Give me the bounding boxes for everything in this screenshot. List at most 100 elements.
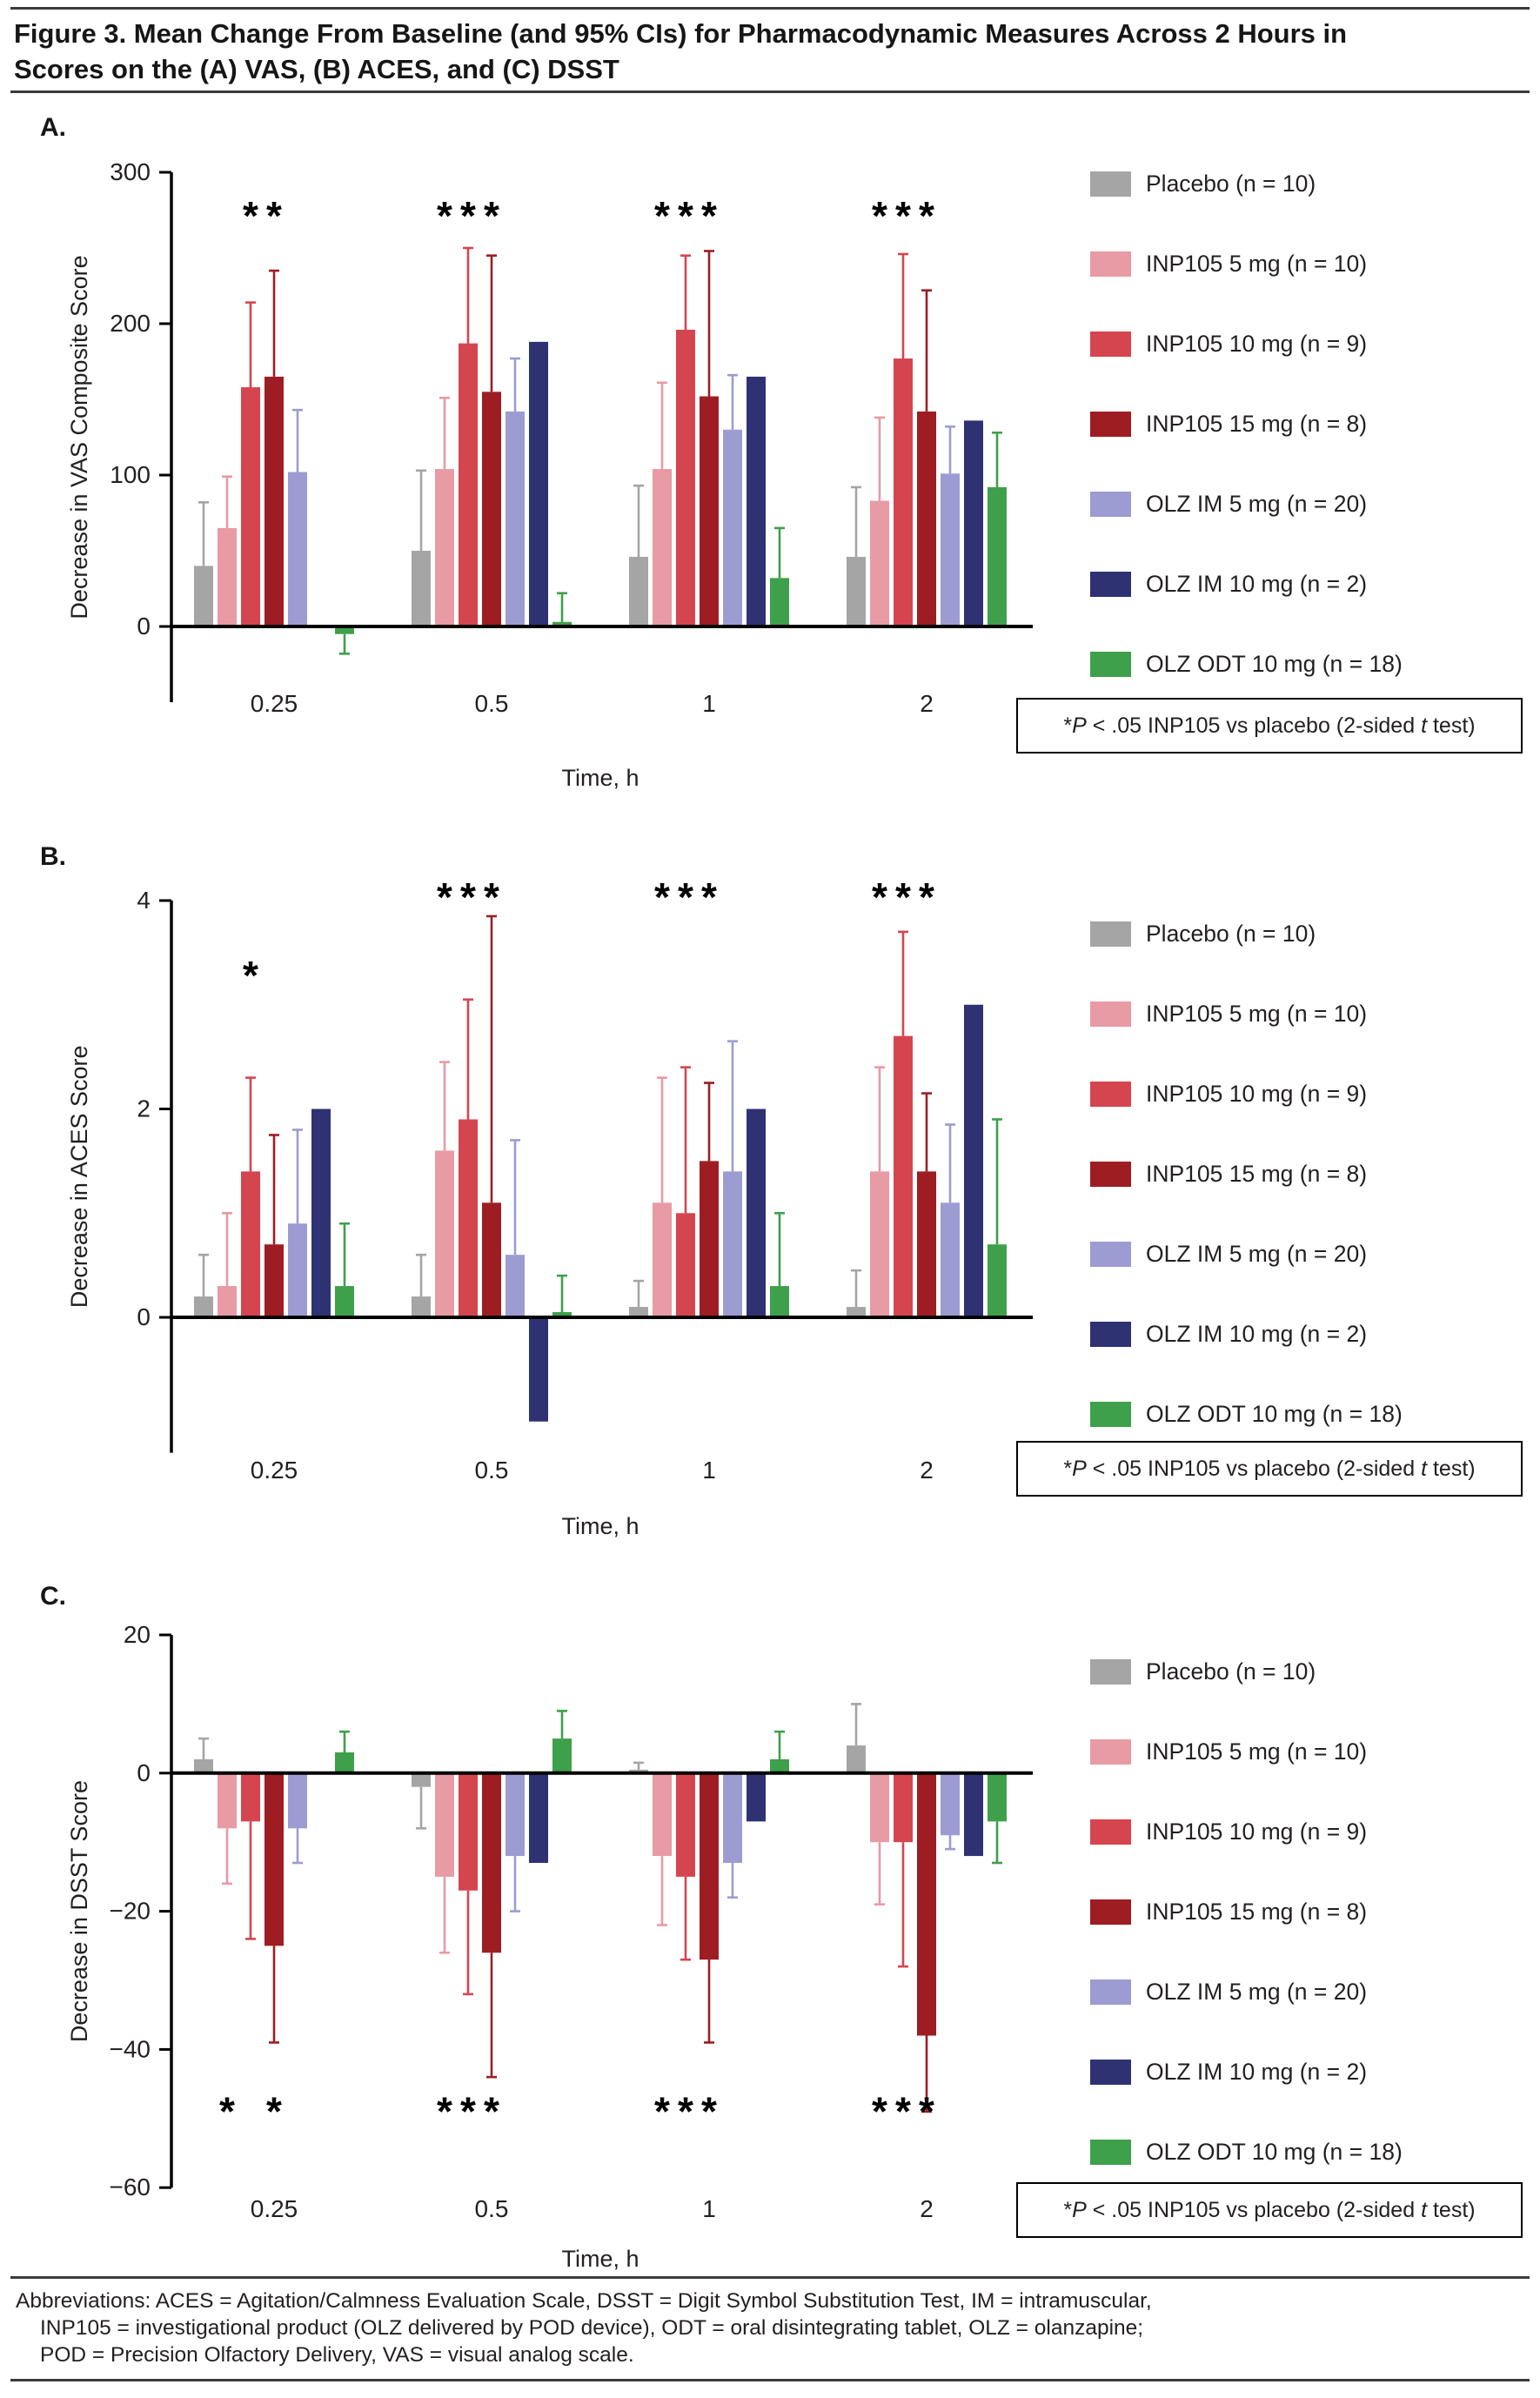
bar: [894, 358, 913, 626]
bar: [482, 392, 501, 626]
bar: [676, 1213, 695, 1317]
legend-swatch: [1090, 1001, 1131, 1027]
bar: [941, 1202, 960, 1317]
legend-swatch: [1090, 411, 1131, 437]
title-bottom-rule: [10, 90, 1530, 93]
bar: [241, 1171, 260, 1317]
y-axis: 20 0 −20 −40 −60: [110, 1621, 173, 2200]
sig-asterisk: *: [460, 193, 476, 238]
bar: [482, 1202, 501, 1317]
legend-item: Placebo (n = 10): [1090, 171, 1525, 197]
x-tick-label: 0.5: [475, 690, 509, 717]
legend-item: OLZ ODT 10 mg (n = 18): [1090, 1401, 1525, 1427]
bar: [482, 1772, 501, 1953]
sig-asterisk: *: [872, 874, 887, 920]
bar: [747, 1772, 766, 1822]
bar: [917, 1772, 936, 2036]
legend-swatch: [1090, 651, 1131, 677]
sig-asterisk: *: [872, 2089, 887, 2134]
error-bars: [198, 914, 1002, 1313]
y-tick-label: 2: [137, 1095, 151, 1122]
legend-item: Placebo (n = 10): [1090, 1658, 1525, 1685]
legend-label: OLZ ODT 10 mg (n = 18): [1146, 2138, 1403, 2165]
sig-asterisk: *: [895, 193, 911, 238]
y-tick-label: 0: [137, 1303, 151, 1330]
bar: [529, 341, 548, 626]
legend-label: OLZ IM 10 mg (n = 2): [1146, 2058, 1368, 2085]
sig-asterisk: *: [919, 874, 934, 920]
sig-asterisk: *: [266, 2089, 282, 2134]
legend-swatch: [1090, 1899, 1131, 1925]
legend-item: INP105 15 mg (n = 8): [1090, 411, 1525, 437]
sig-asterisk: *: [219, 2089, 235, 2134]
y-axis-title: Decrease in ACES Score: [66, 1046, 92, 1309]
legend-item: Placebo (n = 10): [1090, 921, 1525, 947]
legend-label: INP105 5 mg (n = 10): [1146, 1738, 1368, 1765]
significance-asterisks: * * * * * * * * * * *: [219, 2089, 934, 2134]
bar: [676, 329, 695, 626]
footnote-end: test): [1427, 713, 1476, 738]
aces-footnote: * P < .05 INP105 vs placebo (2-sided t te…: [1016, 1441, 1523, 1497]
legend-label: INP105 10 mg (n = 9): [1146, 1080, 1368, 1107]
footnote-mid: < .05 INP105 vs placebo (2-sided: [1086, 2197, 1422, 2222]
sig-asterisk: *: [484, 874, 499, 920]
legend-item: INP105 5 mg (n = 10): [1090, 1738, 1525, 1765]
significance-asterisks: * * * * * * * * * * *: [243, 193, 934, 238]
bar: [770, 1286, 789, 1317]
y-axis: 0 100 200 300: [110, 158, 173, 702]
bar: [194, 566, 213, 626]
legend-swatch: [1090, 1738, 1131, 1765]
bar: [723, 1171, 742, 1317]
y-tick-label: 300: [110, 158, 151, 185]
bar: [459, 343, 478, 626]
sig-asterisk: *: [460, 2089, 476, 2134]
sig-asterisk: *: [872, 193, 887, 238]
bar: [629, 1307, 648, 1317]
bar: [653, 1772, 672, 1857]
figure-title: Figure 3. Mean Change From Baseline (and…: [14, 16, 1526, 87]
significance-asterisks: ** * * * * * * * *: [243, 874, 934, 998]
bars: [194, 1004, 1007, 1422]
bar: [506, 411, 525, 626]
sig-asterisk: *: [678, 193, 693, 238]
bar: [964, 420, 983, 626]
aces-legend: Placebo (n = 10) INP105 5 mg (n = 10) INP1…: [1090, 921, 1525, 1481]
bar: [917, 1171, 936, 1317]
bar: [288, 472, 307, 626]
bar: [218, 1772, 237, 1829]
footnote-mid: < .05 INP105 vs placebo (2-sided: [1086, 713, 1422, 738]
legend-label: OLZ IM 5 mg (n = 20): [1146, 490, 1368, 517]
bar: [747, 376, 766, 626]
legend-item: INP105 15 mg (n = 8): [1090, 1161, 1525, 1187]
x-tick-label: 0.5: [475, 2195, 509, 2222]
sig-asterisk: *: [437, 193, 452, 238]
bar: [847, 556, 866, 626]
y-tick-label: 4: [137, 887, 151, 914]
abbreviations-line1: Abbreviations: ACES = Agitation/Calmness…: [16, 2289, 1152, 2313]
legend-item: OLZ IM 5 mg (n = 20): [1090, 1979, 1525, 2005]
bar: [264, 1244, 284, 1317]
bar: [218, 527, 237, 626]
bar: [847, 1307, 866, 1317]
error-bars: [198, 1703, 1002, 2113]
bar: [988, 1244, 1007, 1317]
legend-item: OLZ IM 10 mg (n = 2): [1090, 1321, 1525, 1347]
bar: [218, 1286, 237, 1317]
footnote-t-italic: t: [1421, 2197, 1428, 2222]
x-axis-labels: 0.25 0.5 1 2 Time, h: [251, 2195, 934, 2272]
x-tick-label: 2: [920, 1457, 934, 1484]
bar: [241, 1772, 260, 1822]
legend-label: OLZ ODT 10 mg (n = 18): [1146, 1400, 1403, 1427]
bar: [941, 1772, 960, 1836]
bar: [653, 469, 672, 626]
sig-asterisk: *: [919, 193, 934, 238]
bar: [988, 486, 1007, 626]
sig-asterisk: *: [895, 2089, 911, 2134]
legend-swatch: [1090, 2059, 1131, 2085]
sig-asterisk: *: [437, 874, 452, 920]
bars: [194, 329, 1007, 634]
y-tick-label: 200: [110, 310, 151, 337]
y-tick-label: 20: [124, 1621, 151, 1648]
bar: [870, 1772, 889, 1843]
